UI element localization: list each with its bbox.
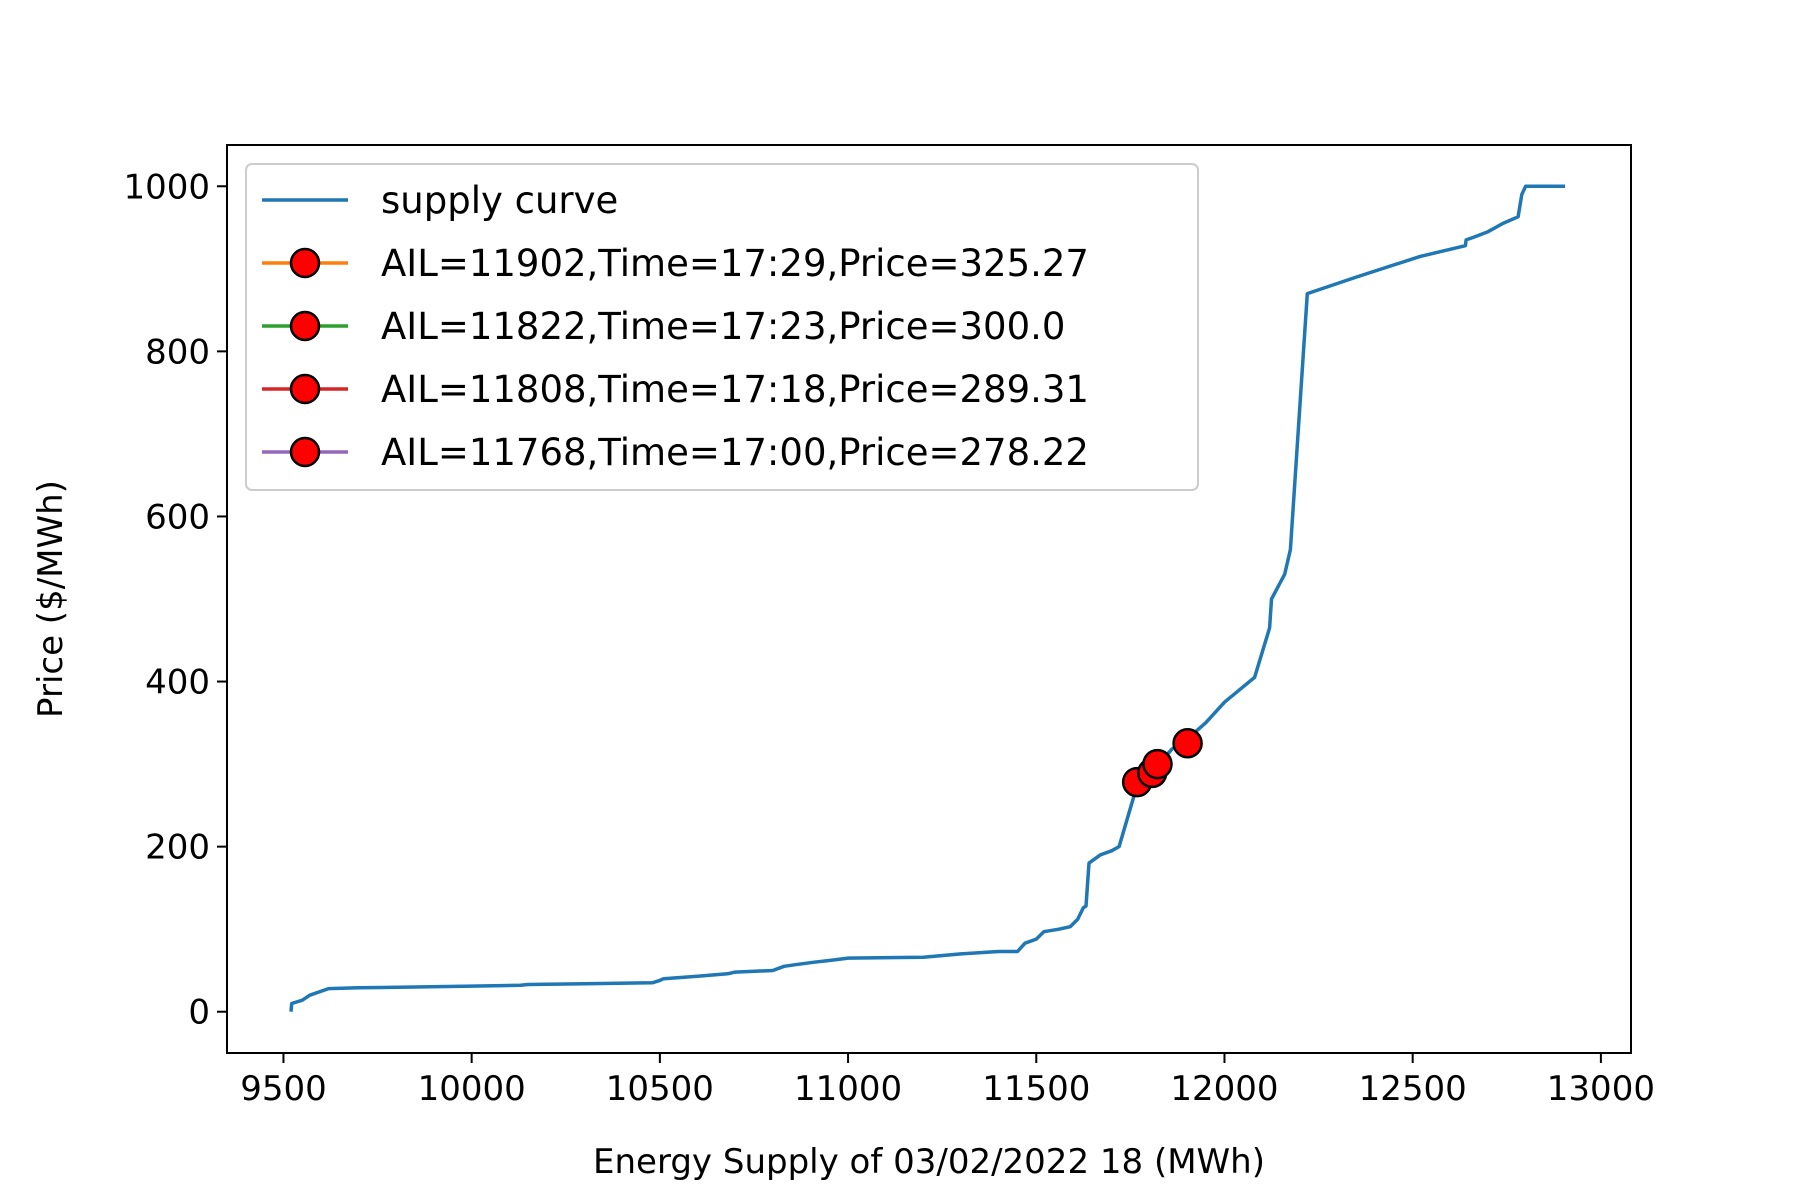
supply-curve-line [289, 184, 1566, 1012]
plot-frame [226, 144, 1632, 1054]
x-tick-label: 10000 [418, 1069, 526, 1109]
legend-swatch-marker [289, 247, 321, 279]
x-tick-label: 12000 [1170, 1069, 1278, 1109]
legend-label: AIL=11822,Time=17:23,Price=300.0 [381, 305, 1065, 348]
x-tick-label: 11500 [982, 1069, 1090, 1109]
plot-area [289, 184, 1566, 1012]
y-axis-label: Price ($/MWh) [31, 480, 71, 718]
y-tick-label: 400 [145, 663, 210, 703]
legend-label: supply curve [381, 179, 618, 222]
y-tick-label: 0 [188, 993, 210, 1033]
legend-label: AIL=11808,Time=17:18,Price=289.31 [381, 368, 1089, 411]
x-tick-label: 11000 [794, 1069, 902, 1109]
legend-swatch-marker [289, 436, 321, 468]
y-tick-label: 600 [145, 497, 210, 537]
legend-swatch-marker [289, 310, 321, 342]
legend-box [245, 163, 1199, 491]
x-axis-label: Energy Supply of 03/02/2022 18 (MWh) [593, 1142, 1265, 1182]
x-tick-label: 12500 [1359, 1069, 1467, 1109]
legend-swatch-marker [289, 373, 321, 405]
legend-label: AIL=11768,Time=17:00,Price=278.22 [381, 431, 1089, 474]
ail-price-marker [1172, 727, 1203, 759]
legend: supply curve AIL=11902,Time=17:29,Price=3… [245, 163, 1199, 491]
y-axis-ticks: 0 200 400 600 800 1000 [123, 167, 227, 1033]
x-tick-label: 13000 [1547, 1069, 1655, 1109]
y-tick-label: 200 [145, 828, 210, 868]
x-tick-label: 10500 [606, 1069, 714, 1109]
legend-label: AIL=11902,Time=17:29,Price=325.27 [381, 242, 1089, 285]
ail-price-marker [1142, 748, 1173, 780]
y-tick-label: 1000 [123, 167, 210, 207]
x-axis-ticks: 9500 10000 10500 11000 11500 12000 12500 13000 [240, 1053, 1655, 1109]
x-tick-label: 9500 [240, 1069, 327, 1109]
y-tick-label: 800 [145, 332, 210, 372]
